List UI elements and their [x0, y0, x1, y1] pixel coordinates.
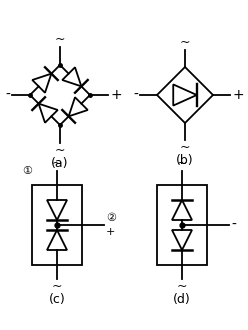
Polygon shape — [62, 67, 81, 86]
Text: (b): (b) — [176, 154, 194, 167]
Polygon shape — [172, 200, 192, 220]
Text: ~: ~ — [177, 280, 187, 293]
Text: ~: ~ — [52, 157, 62, 170]
Text: +: + — [232, 88, 244, 102]
Text: +: + — [106, 227, 115, 237]
Text: ~: ~ — [55, 33, 65, 46]
Polygon shape — [32, 74, 51, 93]
Bar — [157, 185, 207, 265]
Text: ①: ① — [22, 166, 32, 176]
Text: ~: ~ — [55, 144, 65, 157]
Polygon shape — [173, 84, 197, 106]
Text: -: - — [5, 88, 10, 102]
Text: ~: ~ — [180, 36, 190, 49]
Text: -: - — [231, 218, 236, 232]
Polygon shape — [172, 230, 192, 250]
Text: -: - — [133, 88, 138, 102]
Polygon shape — [39, 104, 58, 123]
Bar — [32, 185, 82, 265]
Polygon shape — [47, 200, 67, 220]
Text: (a): (a) — [51, 157, 69, 170]
Text: ~: ~ — [52, 280, 62, 293]
Text: ~: ~ — [177, 157, 187, 170]
Text: +: + — [110, 88, 122, 102]
Polygon shape — [47, 230, 67, 250]
Polygon shape — [69, 97, 88, 116]
Text: ②: ② — [106, 213, 116, 223]
Text: (c): (c) — [49, 293, 65, 306]
Text: ~: ~ — [180, 141, 190, 154]
Text: (d): (d) — [173, 293, 191, 306]
